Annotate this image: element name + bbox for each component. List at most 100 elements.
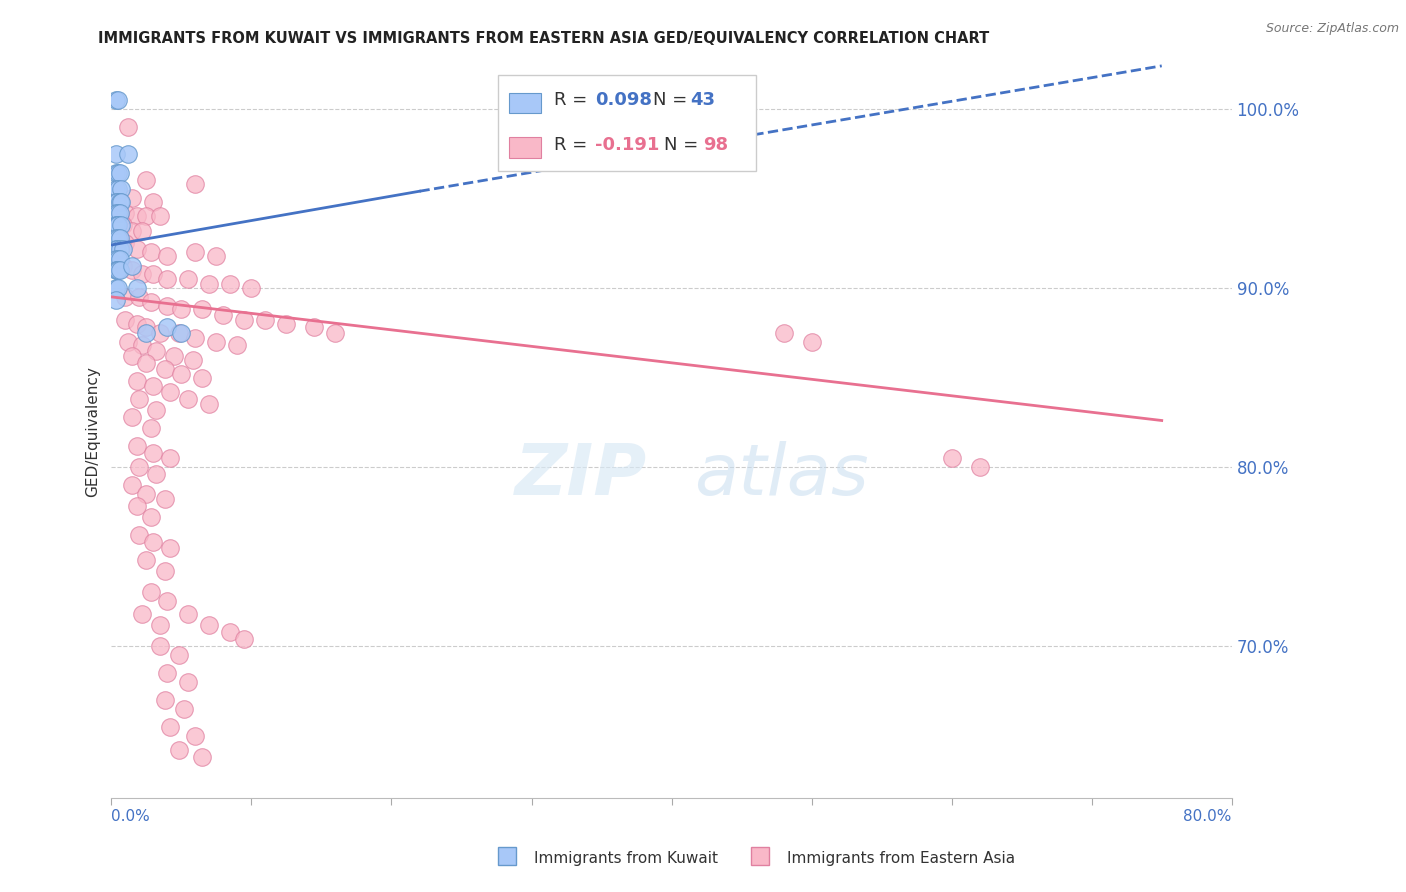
Point xyxy=(184,729,207,743)
Point xyxy=(153,564,176,578)
Point xyxy=(254,313,277,327)
Point xyxy=(128,290,150,304)
Text: N =: N = xyxy=(664,136,704,153)
Point xyxy=(205,249,228,263)
Point xyxy=(104,205,127,219)
Point xyxy=(212,308,235,322)
Point xyxy=(104,242,127,256)
Point xyxy=(104,231,127,245)
Point xyxy=(107,93,129,107)
Point xyxy=(198,397,221,411)
Point xyxy=(128,528,150,542)
Point xyxy=(149,209,172,223)
Point xyxy=(941,451,963,466)
Point xyxy=(139,420,162,434)
Point xyxy=(153,492,176,507)
Point xyxy=(149,617,172,632)
Point xyxy=(159,541,181,555)
Y-axis label: GED/Equivalency: GED/Equivalency xyxy=(86,366,100,497)
Point xyxy=(177,607,200,621)
FancyBboxPatch shape xyxy=(509,93,540,113)
Point xyxy=(105,263,128,277)
Point xyxy=(131,607,153,621)
Point xyxy=(198,617,221,632)
FancyBboxPatch shape xyxy=(509,137,540,158)
Point xyxy=(800,334,823,349)
Text: 80.0%: 80.0% xyxy=(1184,809,1232,824)
Point xyxy=(170,326,193,340)
Point xyxy=(233,632,256,646)
Point xyxy=(173,702,195,716)
Point xyxy=(139,510,162,524)
Point xyxy=(125,317,148,331)
Point xyxy=(142,446,165,460)
Point xyxy=(135,209,157,223)
Point xyxy=(125,500,148,514)
Text: -0.191: -0.191 xyxy=(595,136,659,153)
Text: 98: 98 xyxy=(703,136,728,153)
Point xyxy=(226,338,249,352)
Text: Immigrants from Eastern Asia: Immigrants from Eastern Asia xyxy=(787,851,1015,865)
Point xyxy=(104,219,127,233)
Point xyxy=(107,252,129,267)
Point xyxy=(108,263,131,277)
Point xyxy=(167,326,190,340)
Point xyxy=(156,320,179,334)
Point xyxy=(156,594,179,608)
Point xyxy=(111,219,134,233)
Point xyxy=(276,317,298,331)
Point xyxy=(121,409,143,424)
Point xyxy=(108,252,131,267)
Point xyxy=(125,242,148,256)
Point xyxy=(145,343,167,358)
Point xyxy=(104,252,127,267)
Point xyxy=(107,231,129,245)
Point xyxy=(107,166,129,180)
Point xyxy=(159,451,181,466)
Point xyxy=(104,281,127,295)
Point xyxy=(135,320,157,334)
Point xyxy=(107,281,129,295)
Point xyxy=(104,166,127,180)
Point xyxy=(104,146,127,161)
Point xyxy=(139,245,162,260)
Point xyxy=(121,263,143,277)
Point xyxy=(156,249,179,263)
Point xyxy=(191,370,214,384)
Point xyxy=(181,352,204,367)
Point xyxy=(149,326,172,340)
Text: ZIP: ZIP xyxy=(515,441,647,510)
Point xyxy=(163,349,186,363)
Point xyxy=(156,299,179,313)
Point xyxy=(104,194,127,209)
Point xyxy=(117,120,139,134)
Point xyxy=(131,267,153,281)
Point xyxy=(121,349,143,363)
Point xyxy=(149,639,172,653)
Point xyxy=(121,224,143,238)
Point xyxy=(131,338,153,352)
Point xyxy=(304,320,326,334)
Point xyxy=(135,553,157,567)
Point xyxy=(198,277,221,292)
Point xyxy=(142,379,165,393)
Point xyxy=(125,439,148,453)
Point xyxy=(107,263,129,277)
Point xyxy=(114,236,136,251)
Point xyxy=(142,194,165,209)
Point xyxy=(131,224,153,238)
Point xyxy=(105,242,128,256)
Text: 0.098: 0.098 xyxy=(595,91,652,109)
Text: R =: R = xyxy=(554,91,593,109)
Point xyxy=(156,272,179,286)
Point xyxy=(156,666,179,681)
Bar xyxy=(498,847,516,865)
Point xyxy=(105,194,128,209)
Text: Source: ZipAtlas.com: Source: ZipAtlas.com xyxy=(1265,22,1399,36)
Point xyxy=(772,326,794,340)
Point xyxy=(177,272,200,286)
Point xyxy=(139,295,162,310)
Point xyxy=(135,487,157,501)
Point xyxy=(177,675,200,690)
Point xyxy=(153,361,176,376)
